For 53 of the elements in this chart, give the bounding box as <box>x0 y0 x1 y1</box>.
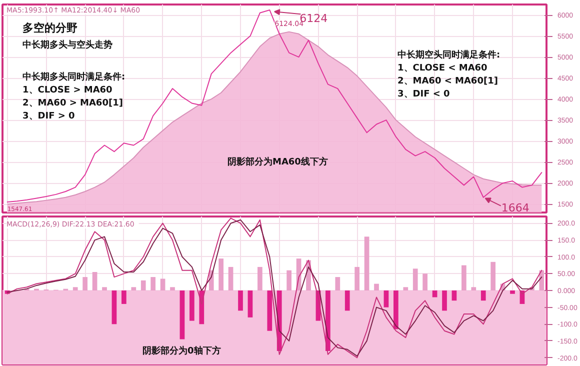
bar <box>462 265 466 290</box>
bar <box>248 290 253 318</box>
line-series <box>6 9 542 202</box>
bar <box>394 290 398 330</box>
bar <box>150 277 156 290</box>
annotation: 1664 <box>501 201 530 214</box>
bar <box>122 290 126 304</box>
text: 中长期多头与空头走势 <box>22 40 112 50</box>
annotation: 阴影部分为0轴下方 <box>142 346 221 356</box>
bar <box>539 270 544 290</box>
bar <box>422 274 428 290</box>
bar <box>170 287 175 290</box>
bar <box>140 280 146 290</box>
bar <box>286 270 292 290</box>
bar <box>374 284 379 290</box>
bar <box>510 290 515 294</box>
bar <box>344 290 350 311</box>
bar <box>102 287 107 290</box>
bar <box>364 236 370 290</box>
bar <box>442 290 447 311</box>
annotation: 2、MA60 > MA60[1] <box>22 98 123 108</box>
bar <box>131 287 136 290</box>
bar <box>384 290 389 308</box>
bar <box>228 266 234 290</box>
bar <box>326 290 330 352</box>
annotation: 1、CLOSE < MA60 <box>398 64 488 74</box>
bar <box>335 277 340 290</box>
bar <box>480 290 486 301</box>
bar <box>160 278 166 290</box>
bar <box>403 287 408 290</box>
bar <box>258 266 262 290</box>
bar <box>190 290 194 321</box>
bar <box>267 290 272 331</box>
bar <box>72 287 78 290</box>
bar <box>354 266 360 290</box>
bar <box>452 290 457 301</box>
annotation: 2、MA60 < MA60[1] <box>398 76 498 86</box>
annotation: 中长期空头同时满足条件: <box>398 50 500 60</box>
bar <box>92 272 98 290</box>
annotation: 中长期多头同时满足条件: <box>22 72 126 82</box>
bar <box>218 258 224 290</box>
bar <box>180 290 185 340</box>
bar <box>412 268 418 290</box>
bar <box>112 290 117 324</box>
annotation: 3、DIF > 0 <box>22 112 75 122</box>
annotation: 阴影部分为MA60线下方 <box>228 156 328 168</box>
bar <box>238 290 243 311</box>
text: 多空的分野 <box>22 22 78 34</box>
bar <box>471 287 476 290</box>
annotation: 3、DIF < 0 <box>398 90 450 100</box>
bar <box>490 262 496 290</box>
bar <box>82 277 88 290</box>
annotation: 1、CLOSE > MA60 <box>22 86 112 96</box>
